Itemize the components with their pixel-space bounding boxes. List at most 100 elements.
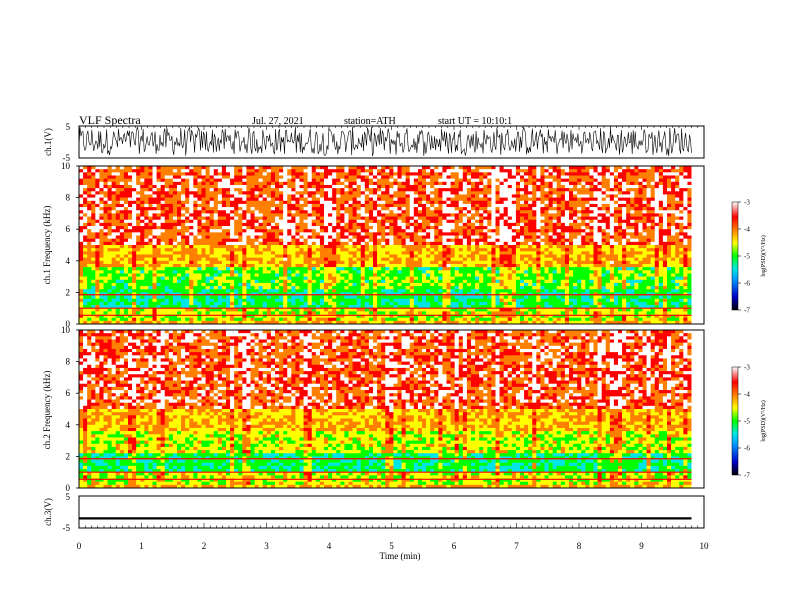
spectrogram-cell (287, 267, 292, 271)
spectrogram-cell (475, 184, 480, 189)
spectrogram-cell (458, 241, 464, 246)
spectrogram-cell (189, 222, 194, 227)
spectrogram-cell (417, 317, 423, 322)
spectrogram-cell (123, 194, 129, 198)
spectrogram-cell (226, 210, 231, 214)
spectrogram-cell (332, 238, 337, 243)
spectrogram-cell (172, 232, 178, 236)
spectrogram-cell (279, 298, 284, 303)
spectrogram-cell (140, 222, 145, 227)
spectrogram-cell (475, 229, 480, 233)
spectrogram-cell (340, 311, 345, 315)
spectrogram-cell (442, 181, 447, 186)
spectrogram-cell (373, 254, 378, 258)
spectrogram-cell (430, 248, 435, 252)
spectrogram-cell (471, 232, 476, 236)
spectrogram-cell (324, 203, 329, 208)
spectrogram-cell (238, 194, 243, 198)
spectrogram-cell (177, 203, 182, 208)
spectrogram-cell (213, 270, 219, 274)
spectrogram-cell (185, 248, 190, 252)
spectrogram-cell (258, 298, 264, 303)
spectrogram-cell (132, 191, 137, 195)
spectrogram-cell (164, 229, 170, 233)
spectrogram-cell (91, 311, 96, 315)
spectrogram-cell (409, 203, 415, 208)
spectrogram-cell (254, 191, 259, 195)
spectrogram-cell (177, 267, 182, 271)
spectrogram-cell (446, 292, 451, 296)
spectrogram-cell (234, 279, 239, 284)
spectrogram-cell (393, 295, 398, 300)
spectrogram-cell (217, 191, 223, 195)
spectrogram-cell (438, 184, 443, 189)
spectrogram-cell (258, 178, 264, 183)
spectrogram-cell (344, 245, 349, 249)
spectrogram-cell (360, 172, 366, 176)
spectrogram-cell (352, 314, 357, 318)
spectrogram-cell (254, 298, 259, 303)
spectrogram-cell (144, 172, 149, 176)
spectrogram-cell (115, 282, 121, 287)
spectrogram-cell (164, 311, 170, 315)
spectrogram-cell (213, 279, 219, 284)
spectrogram-cell (340, 320, 345, 325)
spectrogram-cell (348, 320, 353, 325)
spectrogram-cell (381, 178, 386, 183)
spectrogram-cell (311, 203, 317, 208)
spectrogram-cell (307, 235, 313, 239)
spectrogram-cell (466, 181, 472, 186)
spectrogram-cell (360, 279, 366, 284)
spectrogram-cell (95, 219, 100, 224)
spectrogram-cell (87, 270, 92, 274)
spectrogram-cell (193, 289, 198, 293)
spectrogram-cell (328, 263, 333, 268)
spectrogram-cell (462, 248, 468, 252)
spectrogram-cell (136, 267, 141, 271)
spectrogram-cell (275, 260, 280, 265)
spectrogram-cell (99, 191, 104, 195)
spectrogram-cell (123, 295, 129, 300)
spectrogram-cell (356, 260, 362, 265)
spectrogram-cell (397, 219, 402, 224)
spectrogram-cell (405, 267, 411, 271)
spectrogram-cell (221, 295, 227, 300)
spectrogram-cell (458, 207, 464, 211)
spectrogram-cell (324, 216, 329, 221)
spectrogram-cell (319, 276, 325, 281)
spectrogram-cell (148, 289, 153, 293)
spectrogram-cell (287, 311, 292, 315)
spectrogram-cell (91, 267, 96, 271)
start-time-label: start UT = 10:10:1 (438, 116, 512, 127)
spectrogram-cell (409, 289, 415, 293)
spectrogram-cell (413, 207, 419, 211)
spectrogram-cell (438, 232, 443, 236)
spectrogram-cell (205, 219, 210, 224)
spectrogram-cell (458, 279, 464, 284)
spectrogram-cell (234, 260, 239, 265)
spectrogram-cell (136, 245, 141, 249)
spectrogram-cell (123, 203, 129, 208)
spectrogram-cell (128, 270, 133, 274)
spectrogram-cell (123, 197, 129, 202)
spectrogram-cell (409, 235, 415, 239)
spectrogram-cell (344, 257, 349, 262)
spectrogram-cell (475, 203, 480, 208)
spectrogram-cell (462, 289, 468, 293)
spectrogram-cell (115, 194, 121, 198)
spectrogram-cell (303, 301, 308, 306)
spectrogram-cell (238, 254, 243, 258)
spectrogram-cell (201, 317, 206, 322)
spectrogram-cell (107, 286, 112, 290)
spectrogram-cell (177, 263, 182, 268)
spectrogram-cell (193, 194, 198, 198)
spectrogram-cell (242, 245, 247, 249)
spectrogram-cell (254, 203, 259, 208)
spectrogram-cell (409, 311, 415, 315)
spectrogram-cell (348, 210, 353, 214)
spectrogram-cell (471, 279, 476, 284)
spectrogram-cell (303, 276, 308, 281)
spectrogram-cell (209, 169, 215, 173)
spectrogram-cell (91, 172, 96, 176)
